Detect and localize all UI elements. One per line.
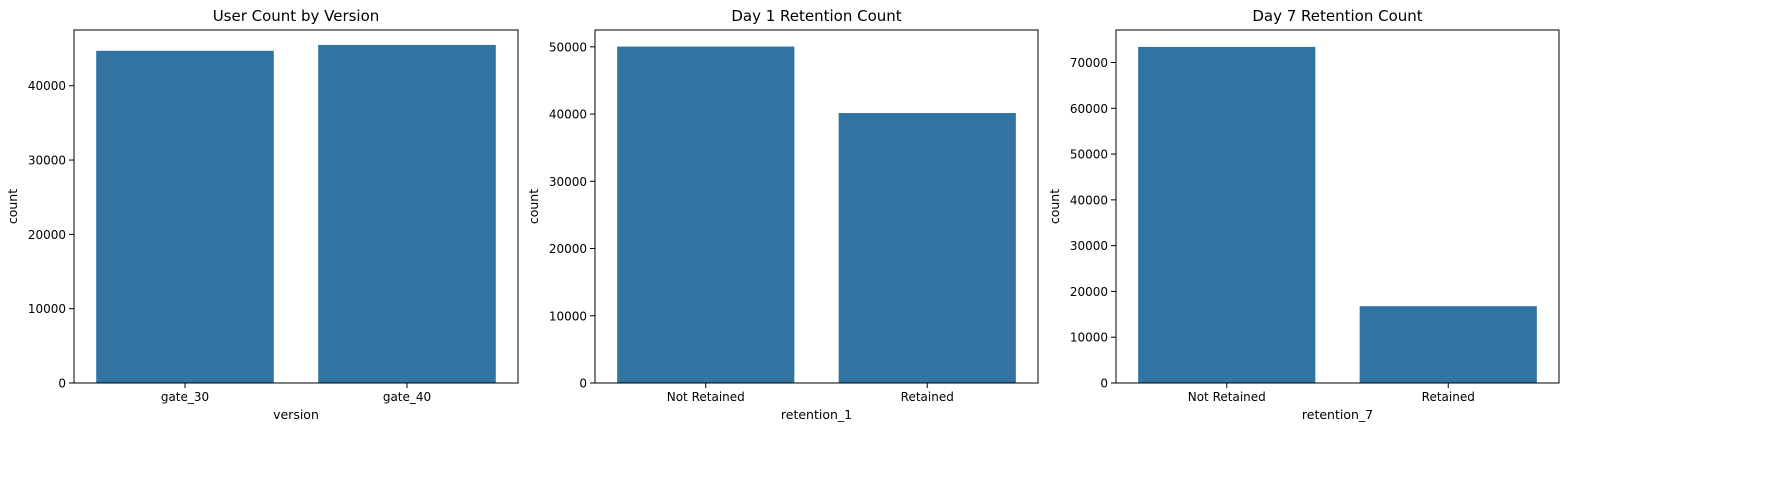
x-axis-label: version — [273, 407, 319, 422]
bar-1 — [1138, 46, 1316, 384]
chart-panel-2: 0 10000 20000 30000 40000 50000 Not Retained Re… — [526, 7, 1039, 422]
y-tick-label: 0 — [579, 377, 587, 391]
y-tick-label: 40000 — [1070, 193, 1108, 207]
bar-1 — [617, 46, 795, 383]
bar-1 — [96, 50, 274, 384]
y-tick-label: 10000 — [28, 302, 66, 316]
chart-panel-1: 0 10000 20000 30000 40000 gate_30 gate_40 User … — [5, 7, 519, 422]
y-axis-label: count — [5, 189, 20, 224]
chart-title: Day 7 Retention Count — [1252, 7, 1422, 25]
y-tick-label: 30000 — [1070, 239, 1108, 253]
y-tick-label: 20000 — [28, 228, 66, 242]
x-axis-label: retention_7 — [1302, 407, 1373, 422]
x-tick-label: Retained — [901, 390, 954, 404]
plot-frame — [594, 29, 1039, 384]
y-tick-label: 30000 — [28, 154, 66, 168]
x-tick-label: Not Retained — [667, 390, 745, 404]
bar-2 — [838, 113, 1016, 384]
chart-title: User Count by Version — [213, 7, 380, 25]
x-tick-label: Not Retained — [1188, 390, 1266, 404]
y-tick-label: 20000 — [549, 242, 587, 256]
x-tick-label: gate_30 — [161, 390, 209, 404]
chart-title: Day 1 Retention Count — [731, 7, 901, 25]
y-tick-label: 10000 — [549, 309, 587, 323]
y-tick-label: 20000 — [1070, 285, 1108, 299]
y-tick-label: 70000 — [1070, 56, 1108, 70]
bar-2 — [318, 44, 496, 383]
y-axis-label: count — [526, 189, 541, 224]
x-tick-label: Retained — [1422, 390, 1475, 404]
y-tick-label: 40000 — [28, 79, 66, 93]
chart-panel-3: 0 10000 20000 30000 40000 50000 60000 70000 Not … — [1047, 7, 1560, 422]
y-tick-label: 50000 — [1070, 148, 1108, 162]
y-tick-label: 50000 — [549, 40, 587, 54]
plot-frame — [73, 29, 519, 384]
y-tick-label: 30000 — [549, 175, 587, 189]
y-tick-label: 60000 — [1070, 102, 1108, 116]
y-tick-label: 0 — [58, 377, 66, 391]
bar-2 — [1359, 306, 1537, 383]
y-axis-label: count — [1047, 189, 1062, 224]
plot-frame — [1115, 29, 1560, 384]
y-tick-label: 40000 — [549, 108, 587, 122]
y-tick-label: 10000 — [1070, 331, 1108, 345]
x-axis-label: retention_1 — [781, 407, 852, 422]
x-tick-label: gate_40 — [383, 390, 431, 404]
y-tick-label: 0 — [1100, 377, 1108, 391]
